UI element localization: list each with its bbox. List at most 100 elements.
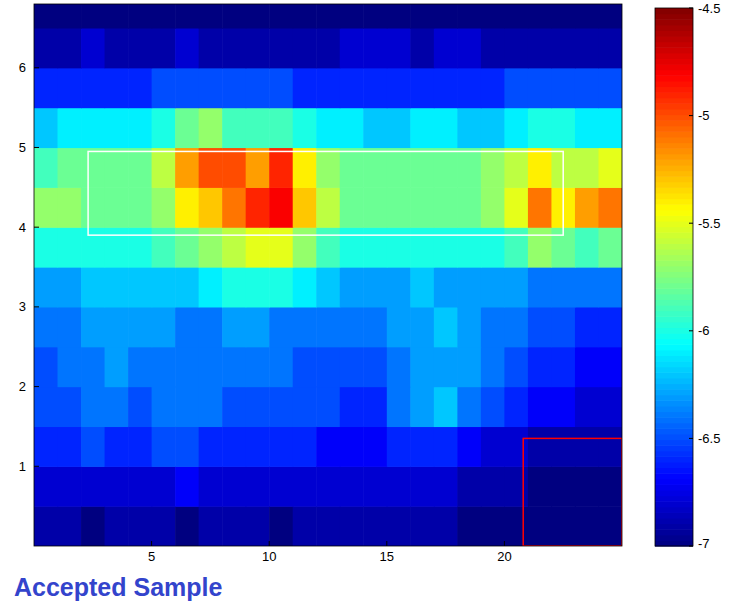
colorbar-step (655, 294, 693, 300)
heat-cell (434, 307, 458, 347)
colorbar-step (655, 361, 693, 367)
colorbar-step (655, 518, 693, 524)
heat-cell (363, 108, 387, 148)
y-tick-label: 5 (19, 140, 26, 155)
heat-cell (598, 227, 622, 267)
y-tick-label: 2 (19, 379, 26, 394)
heat-cell (575, 347, 599, 387)
heat-cell (410, 28, 434, 68)
heat-cell (246, 68, 270, 108)
heat-cell (457, 68, 481, 108)
heat-cell (551, 307, 575, 347)
colorbar-tick (689, 438, 693, 439)
heat-cell (269, 68, 293, 108)
heat-cell (34, 267, 58, 307)
heat-cell (222, 267, 246, 307)
heat-cell (246, 4, 270, 29)
heat-cell (363, 387, 387, 427)
colorbar-step (655, 524, 693, 530)
heat-cell (58, 347, 82, 387)
heat-cell (410, 506, 434, 546)
heat-cell (457, 4, 481, 29)
heat-cell (269, 227, 293, 267)
heat-cell (199, 28, 223, 68)
colorbar-tick (689, 115, 693, 116)
heat-cell (128, 28, 152, 68)
heat-cell (246, 466, 270, 506)
heat-cell (105, 347, 129, 387)
heat-cell (105, 307, 129, 347)
colorbar-step (655, 456, 693, 462)
colorbar-step (655, 25, 693, 31)
heat-cell (387, 466, 411, 506)
colorbar-step (655, 75, 693, 81)
heat-cell (340, 426, 364, 466)
heat-cell (152, 187, 176, 227)
heat-cell (34, 28, 58, 68)
colorbar-step (655, 143, 693, 149)
heat-cell (434, 108, 458, 148)
heat-cell (316, 387, 340, 427)
heat-cell (457, 466, 481, 506)
heat-cell (410, 267, 434, 307)
colorbar-step (655, 64, 693, 70)
heat-cell (457, 227, 481, 267)
heat-cell (504, 387, 528, 427)
heat-cell (363, 307, 387, 347)
heat-cell (504, 307, 528, 347)
heat-cell (246, 387, 270, 427)
colorbar-tick (689, 330, 693, 331)
heat-cell (387, 307, 411, 347)
heat-cell (222, 347, 246, 387)
heat-cell (34, 466, 58, 506)
heat-cell (222, 387, 246, 427)
heat-cell (340, 28, 364, 68)
heat-cell (434, 466, 458, 506)
colorbar-tick-label: -5.5 (698, 216, 720, 231)
heat-cell (293, 4, 317, 29)
heat-cell (316, 187, 340, 227)
heat-cell (575, 267, 599, 307)
heat-cell (152, 426, 176, 466)
heat-cell (340, 4, 364, 29)
colorbar-step (655, 333, 693, 339)
heat-cell (128, 347, 152, 387)
colorbar-step (655, 462, 693, 468)
colorbar-step (655, 148, 693, 154)
heat-cell (363, 267, 387, 307)
x-tick (269, 541, 270, 546)
heat-cell (575, 28, 599, 68)
colorbar-step (655, 299, 693, 305)
colorbar-step (655, 440, 693, 446)
heat-cell (410, 426, 434, 466)
heat-cell (58, 387, 82, 427)
colorbar-step (655, 468, 693, 474)
x-tick (504, 541, 505, 546)
heat-cell (175, 28, 199, 68)
heat-cell (481, 506, 505, 546)
colorbar-step (655, 423, 693, 429)
y-tick (34, 466, 39, 467)
heat-cell (246, 108, 270, 148)
heat-cell (81, 307, 105, 347)
colorbar-step (655, 490, 693, 496)
colorbar-step (655, 434, 693, 440)
heat-cell (551, 4, 575, 29)
heat-cell (293, 147, 317, 187)
heat-cell (246, 187, 270, 227)
heat-cell (481, 28, 505, 68)
heat-cell (504, 108, 528, 148)
heat-cell (340, 227, 364, 267)
heat-cell (175, 426, 199, 466)
heat-cell (152, 267, 176, 307)
colorbar-step (655, 19, 693, 25)
heat-cell (410, 108, 434, 148)
heat-cell (598, 4, 622, 29)
heat-cell (434, 426, 458, 466)
y-tick-label: 4 (19, 220, 26, 235)
heat-cell (457, 267, 481, 307)
x-tick (386, 541, 387, 546)
heat-cell (504, 506, 528, 546)
heat-cell (316, 307, 340, 347)
heat-cell (598, 347, 622, 387)
